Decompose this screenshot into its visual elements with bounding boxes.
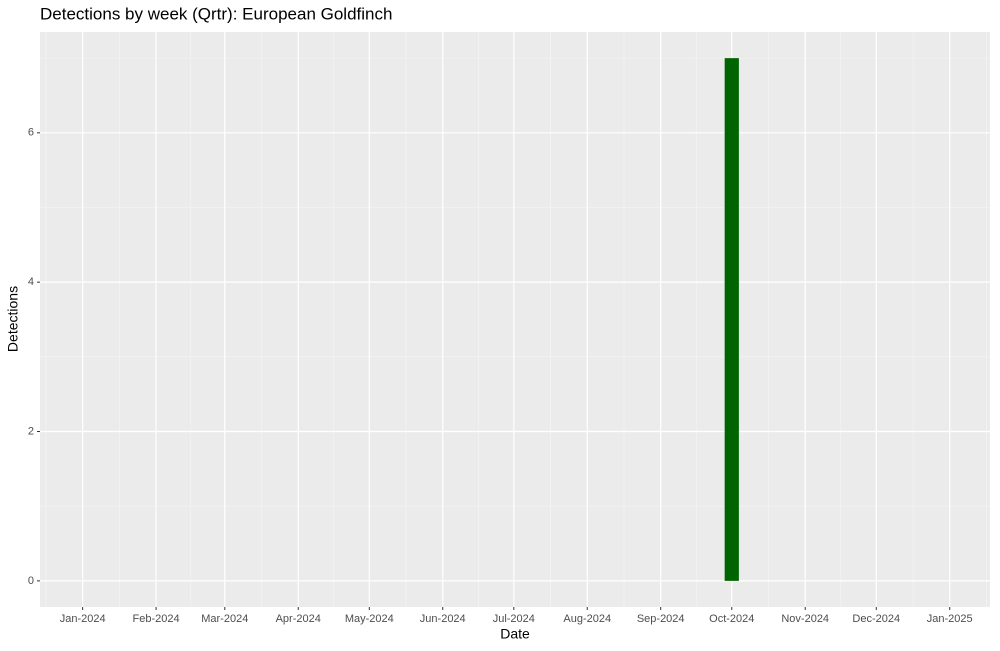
chart-title: Detections by week (Qrtr): European Gold… [40, 4, 392, 23]
y-tick-label: 0 [28, 575, 34, 587]
x-tick-label: Sep-2024 [637, 613, 685, 625]
plot-panel [40, 32, 990, 607]
x-tick-label: Jul-2024 [493, 613, 535, 625]
x-tick-label: Dec-2024 [852, 613, 900, 625]
bar [724, 58, 739, 581]
x-tick-label: Jan-2025 [927, 613, 973, 625]
x-tick-label: Feb-2024 [133, 613, 180, 625]
y-tick-label: 2 [28, 425, 34, 437]
x-tick-label: May-2024 [345, 613, 394, 625]
x-tick-label: Oct-2024 [709, 613, 754, 625]
x-tick-label: Mar-2024 [201, 613, 248, 625]
y-axis-label: Detections [5, 286, 21, 352]
x-tick-label: Jun-2024 [420, 613, 466, 625]
y-tick-label: 6 [28, 127, 34, 139]
x-tick-label: Jan-2024 [60, 613, 106, 625]
x-tick-label: Nov-2024 [781, 613, 829, 625]
x-tick-label: Aug-2024 [563, 613, 611, 625]
x-axis-label: Date [500, 626, 530, 642]
y-tick-label: 4 [28, 276, 34, 288]
x-tick-label: Apr-2024 [276, 613, 321, 625]
